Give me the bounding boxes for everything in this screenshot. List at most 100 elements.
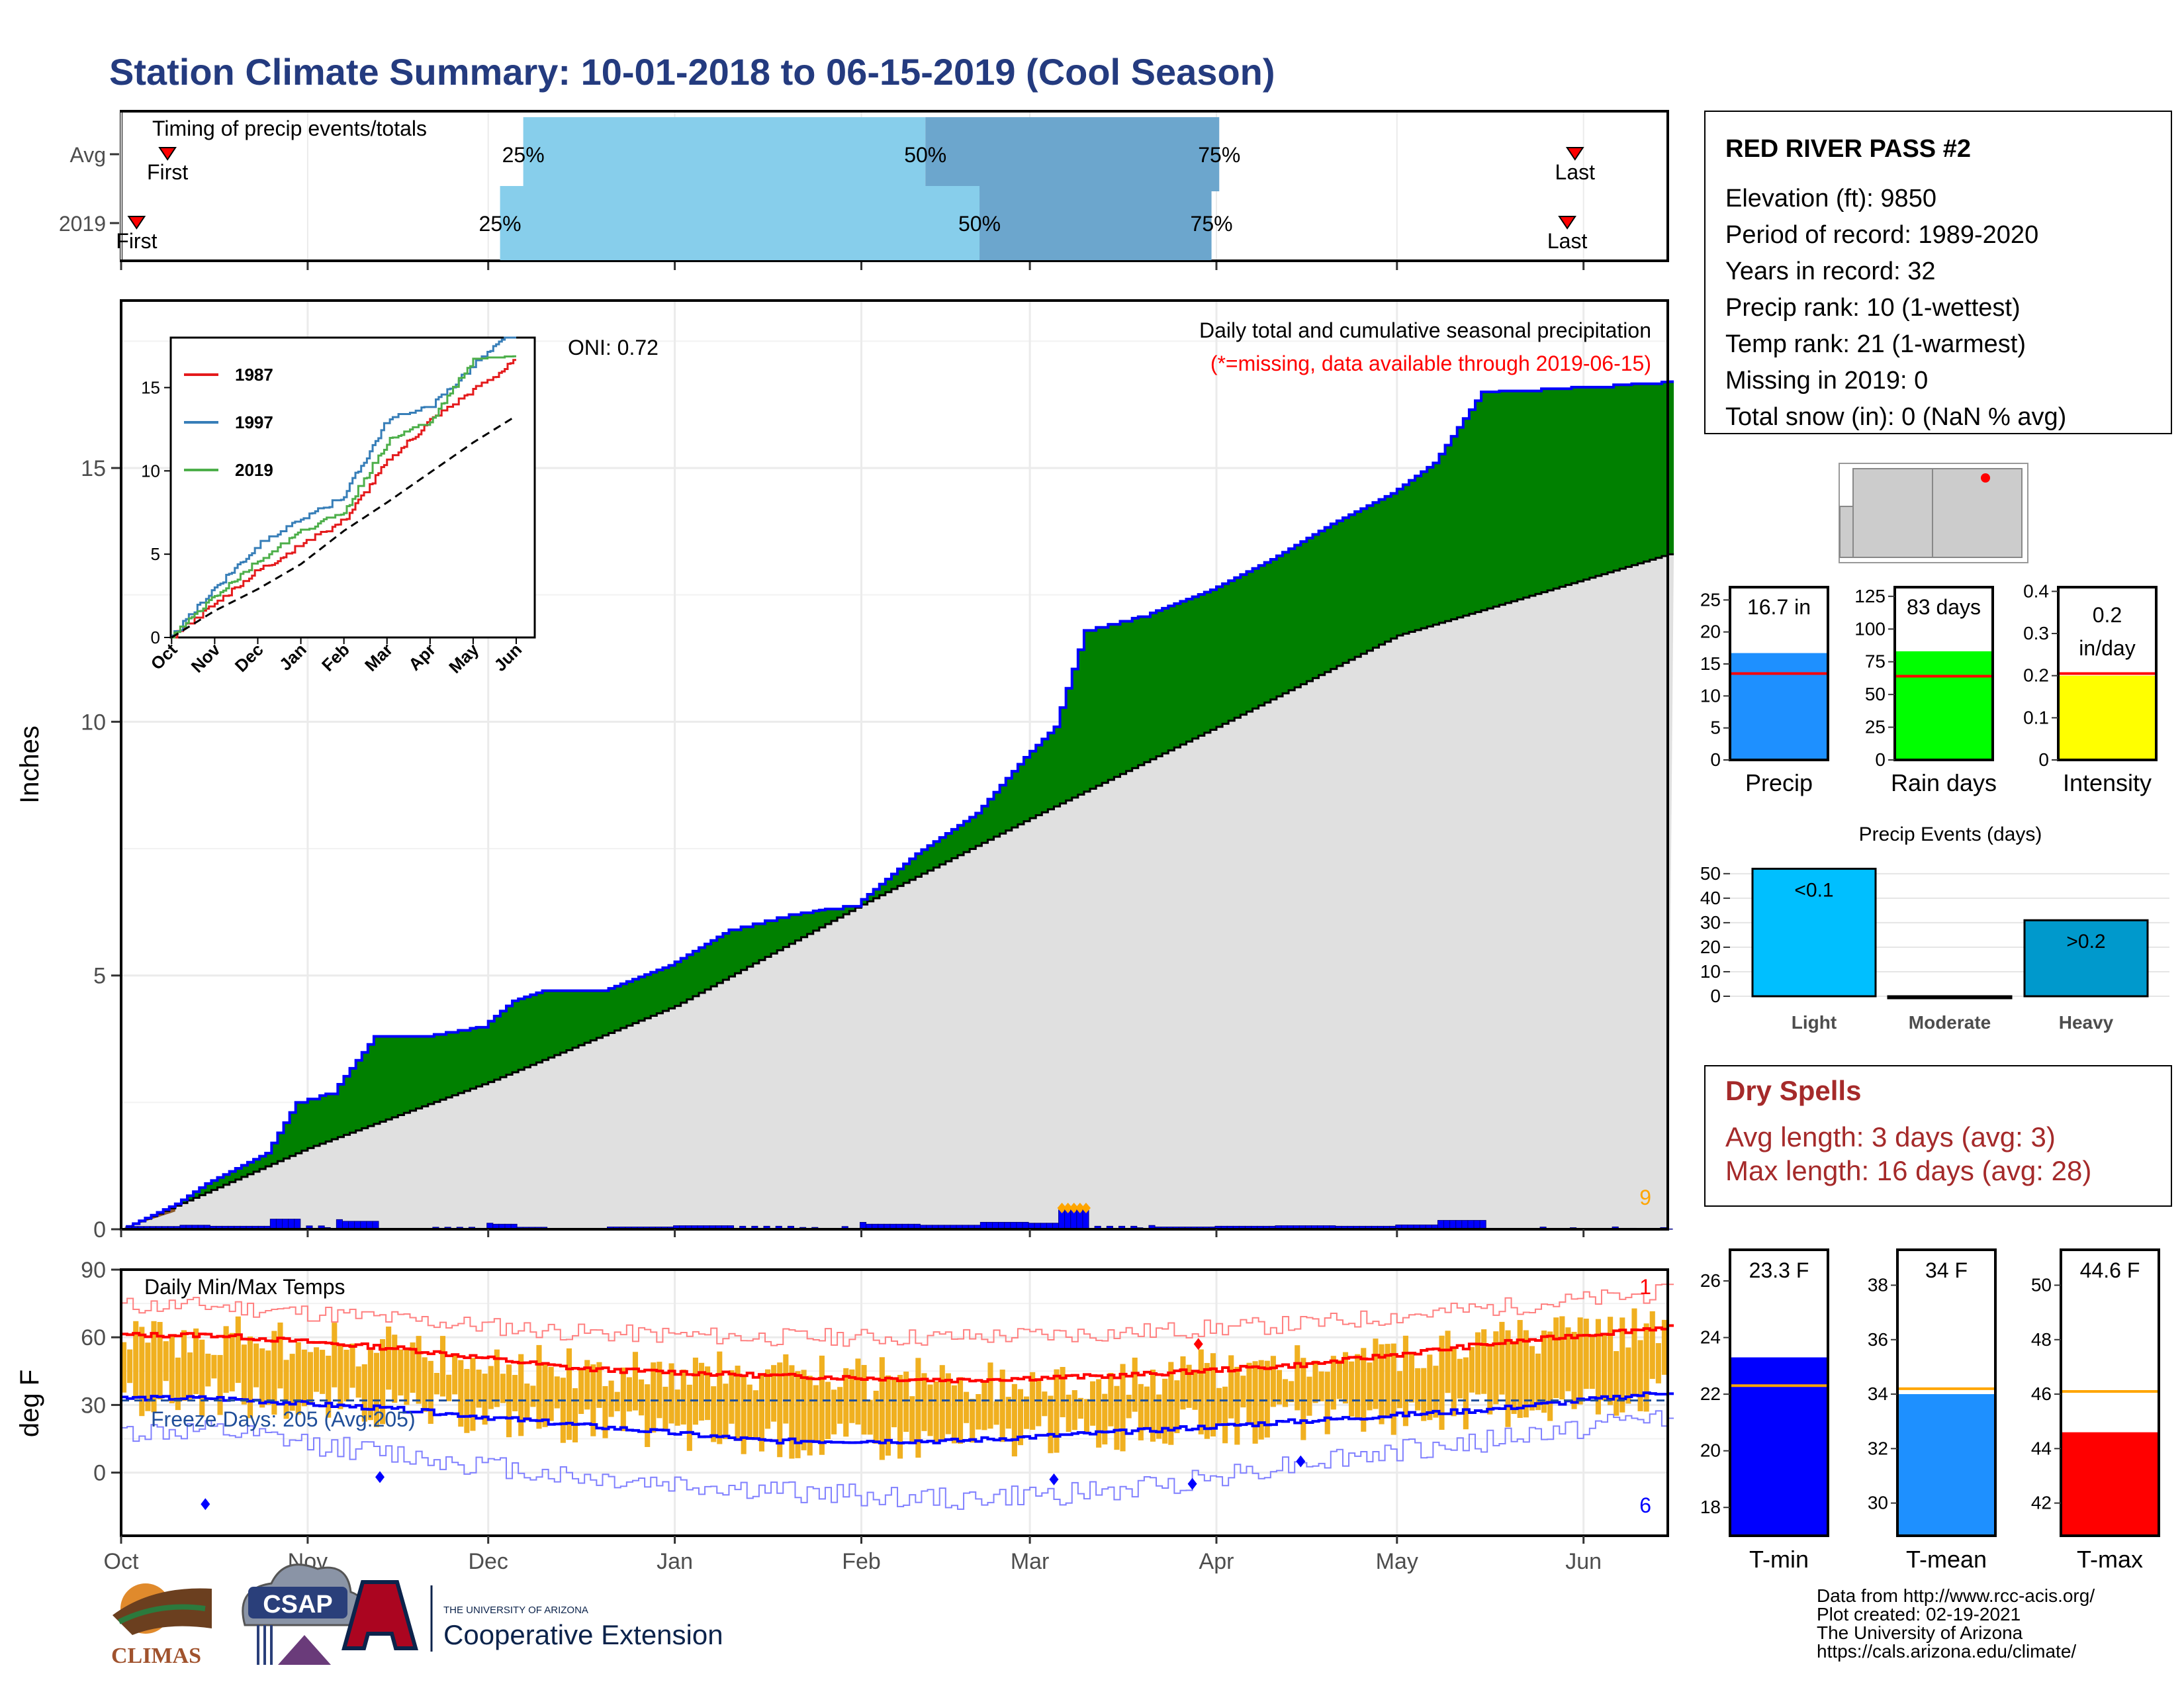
daily-temp-bar [332,1323,338,1387]
daily-temp-bar [735,1366,741,1441]
temp-frame [120,1268,1669,1537]
daily-temp-bar [488,1366,494,1409]
inset-frame [169,336,536,639]
daily-temp-bar [301,1349,307,1407]
credit-line: The University of Arizona [1817,1622,2023,1643]
daily-temp-bar [1601,1335,1608,1401]
daily-temp-bar [373,1352,380,1427]
temp-ytick-label: 0 [93,1461,106,1486]
daily-temp-bar [229,1333,235,1391]
daily-temp-bar [1385,1344,1390,1419]
daily-temp-bar [548,1366,554,1421]
daily-temp-bar [855,1358,861,1425]
summary-bars: 0 5 10 15 20 25 16.7 in Precip 0 25 50 75 100 125 83 d… [1700,581,2158,796]
daily-temp-bar [614,1391,620,1411]
daily-temp-bar [1595,1319,1601,1415]
daily-temp-bar [795,1371,801,1458]
month-label: Apr [1199,1549,1234,1574]
timing-pct-label: 25% [479,212,522,236]
daily-temp-bar [271,1331,277,1415]
summary-ytick-label: 75 [1865,651,1886,672]
daily-temp-bar [1330,1356,1336,1410]
daily-temp-bar [909,1396,915,1443]
events-bar [1887,995,2013,1000]
daily-temp-bar [1222,1386,1228,1444]
daily-temp-bar [145,1342,151,1411]
daily-temp-bar [1228,1355,1234,1419]
summary-ytick-label: 0.4 [2023,581,2049,601]
events-category-label: Light [1792,1012,1837,1033]
daily-temp-bar [410,1342,416,1393]
temp-summary-value: 44.6 F [2080,1258,2140,1282]
daily-temp-bar [241,1344,247,1405]
summary-bar-frame [2057,586,2158,761]
temp-summary-ytick-label: 44 [2031,1438,2052,1458]
daily-temp-bar [1408,1354,1415,1403]
month-label: May [1376,1549,1418,1574]
daily-temp-bar [1583,1319,1589,1389]
daily-temp-bar [711,1386,717,1442]
daily-temp-bar [662,1386,668,1429]
daily-temp-bar [620,1367,626,1431]
daily-temp-bar [187,1352,193,1399]
daily-temp-bar [837,1387,843,1424]
daily-temp-bar [1114,1385,1120,1450]
summary-bar-frame [1893,586,1994,761]
summary-ytick-label: 0 [2038,749,2049,770]
summary-bar-label: Rain days [1891,769,1997,796]
temp-ylabel: deg F [15,1370,44,1437]
daily-temp-bar [1162,1378,1168,1444]
record-low-line [121,1410,1674,1510]
daily-temp-bar [1608,1317,1614,1405]
timing-rows: Avg 25% 50% 75% First Last 2019 25% 50% 75% First L… [59,117,1595,260]
daily-temp-bar [1306,1376,1312,1416]
station-info: RED RIVER PASS #2 Elevation (ft): 9850 Pe… [1704,111,2172,434]
precip-ytick-label: 0 [93,1217,106,1243]
events-threshold-label: <0.1 [1794,879,1833,901]
daily-temp-bar [1090,1381,1096,1426]
daily-precip-bar [1437,1220,1445,1230]
daily-temp-bar [1324,1372,1330,1434]
daily-temp-bar [283,1360,289,1419]
daily-temp-bar [1433,1366,1439,1418]
summary-ytick-label: 15 [1700,653,1721,674]
events-ytick-label: 50 [1700,863,1721,884]
inset-ytick-label: 0 [151,628,160,647]
summary-bar-frame [1729,586,1829,761]
daily-temp-bar [530,1385,536,1407]
daily-temp-bar [993,1401,999,1425]
daily-temp-bar [578,1368,584,1414]
daily-temp-bar [843,1368,849,1437]
daily-temp-bar [933,1381,939,1444]
daily-temp-bar [1655,1342,1661,1383]
summary-bar-label: Precip [1745,769,1813,796]
daily-temp-bar [554,1376,560,1409]
daily-temp-bar [1373,1338,1379,1409]
daily-temp-bar [1379,1344,1385,1425]
daily-temp-bar [921,1373,927,1431]
oni-label: ONI: 0.72 [568,336,659,359]
daily-temp-bar [572,1388,578,1443]
heavy-event-marker-icon [1063,1202,1073,1213]
precip-ytick-label: 5 [93,964,106,989]
daily-temp-bar [729,1370,735,1424]
credit-line: https://cals.arizona.edu/climate/ [1817,1641,2076,1662]
freeze-days: Freeze Days: 205 (Avg:205) [151,1407,416,1431]
summary-ytick-label: 0.3 [2023,623,2049,643]
daily-temp-bar [1511,1340,1517,1414]
timing-panel: Timing of precip events/totals Avg 25% 50%… [59,110,1669,270]
daily-temp-bar [398,1349,404,1396]
precip-ytick-label: 10 [81,710,106,735]
daily-temp-bar [181,1330,187,1401]
daily-temp-bar [783,1354,789,1424]
daily-temp-bar [596,1362,602,1408]
daily-temp-bar [518,1354,524,1436]
dry-spells-box [1704,1065,2172,1207]
precip-area [121,380,1674,1231]
daily-temp-bar [1457,1358,1463,1399]
temp-summary-label: T-mean [1906,1546,1987,1573]
daily-temp-bar [1289,1381,1295,1403]
summary-ytick-label: 0 [1710,749,1721,770]
daily-temp-bar [1643,1323,1649,1412]
summary-ytick-label: 0.1 [2023,707,2049,727]
